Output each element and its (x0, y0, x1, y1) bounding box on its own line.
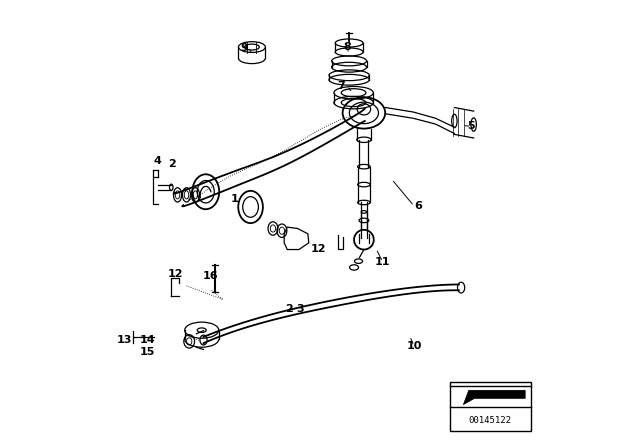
Text: 12: 12 (168, 269, 184, 279)
Text: 8: 8 (343, 42, 351, 52)
Text: 14: 14 (140, 336, 156, 345)
Text: 15: 15 (140, 347, 156, 357)
Text: 1: 1 (231, 194, 239, 204)
Text: 6: 6 (415, 201, 422, 211)
Polygon shape (463, 390, 525, 405)
Text: 2: 2 (285, 304, 292, 314)
Text: 3: 3 (296, 304, 303, 314)
Text: 5: 5 (468, 121, 476, 131)
Text: 7: 7 (338, 81, 346, 91)
Text: 4: 4 (154, 156, 162, 166)
Text: 13: 13 (116, 336, 132, 345)
Text: 9: 9 (240, 43, 248, 53)
Text: 00145122: 00145122 (468, 416, 512, 425)
Text: 11: 11 (375, 257, 390, 267)
Text: 12: 12 (311, 244, 326, 254)
Bar (450, 382, 531, 431)
Text: 10: 10 (406, 341, 422, 351)
Text: 16: 16 (202, 271, 218, 281)
Text: 2: 2 (168, 159, 176, 168)
